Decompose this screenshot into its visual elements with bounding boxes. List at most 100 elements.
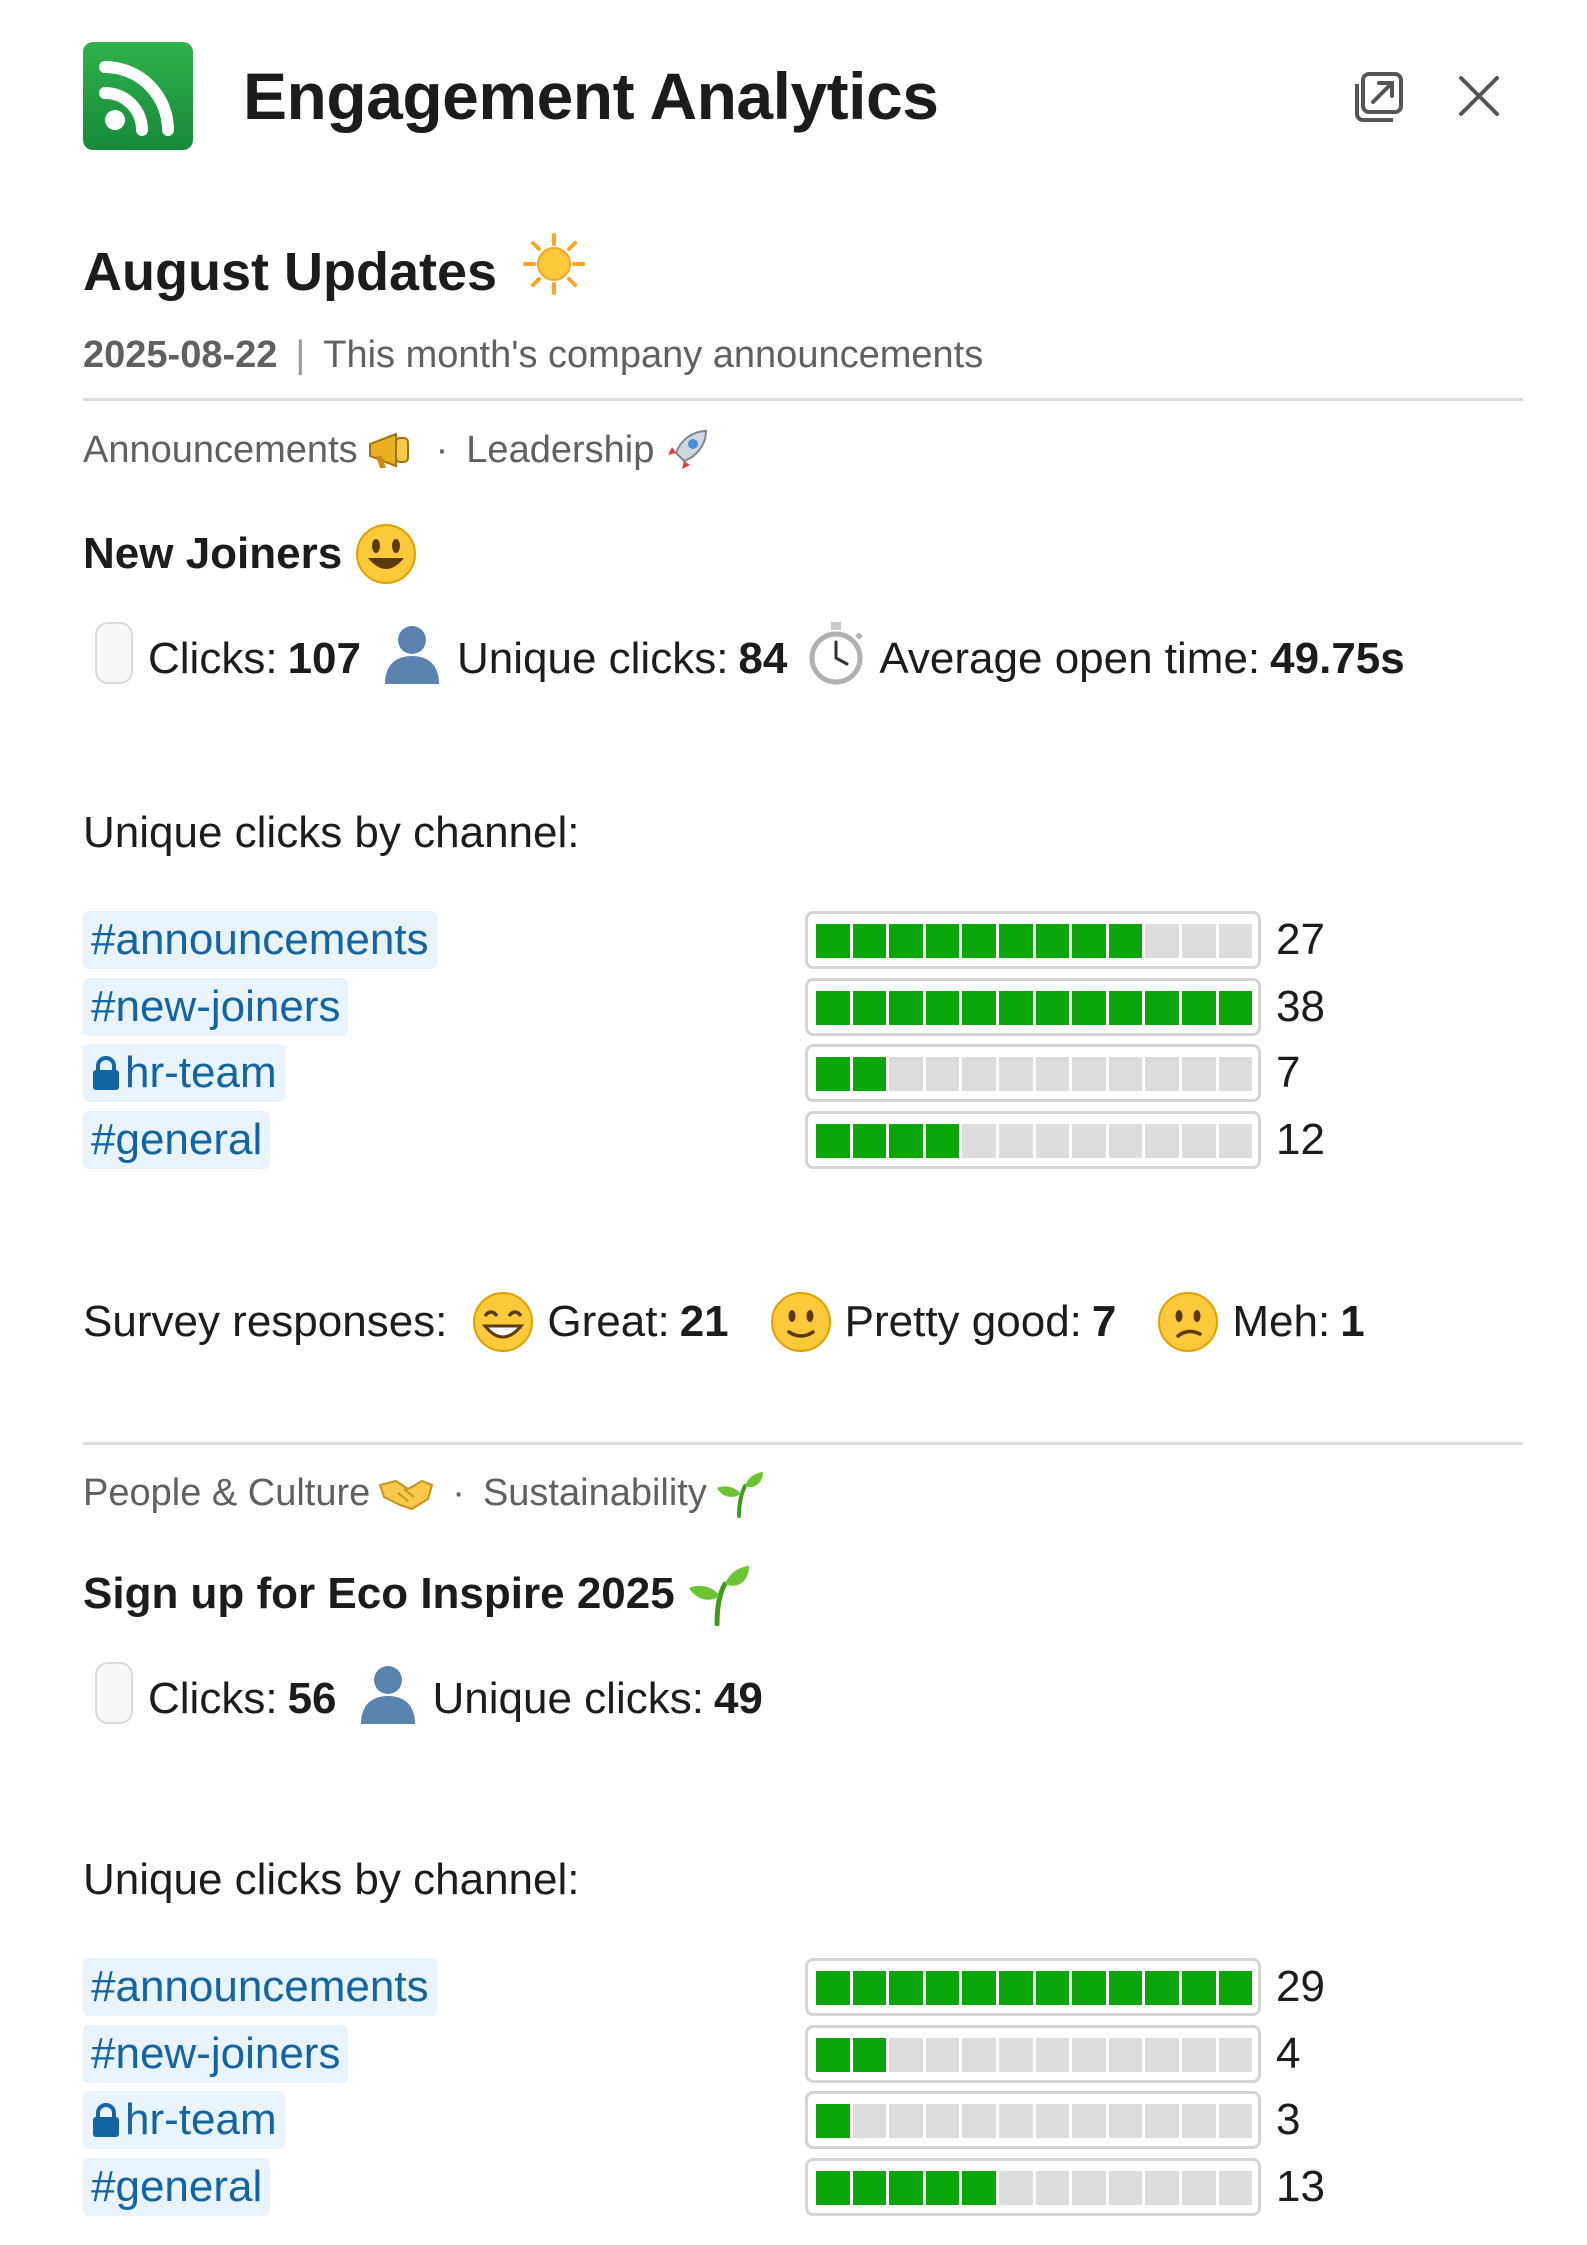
bar-segment-filled [1218, 990, 1253, 1025]
bar-segment-empty [925, 1057, 960, 1091]
survey-option-label: Great: [547, 1297, 670, 1346]
channel-link[interactable]: #announcements [83, 1958, 437, 2016]
channel-row: hr-team 3 [83, 2091, 1343, 2149]
bar-segment-empty [1035, 1123, 1070, 1158]
channel-link[interactable]: #new-joiners [83, 977, 349, 1036]
bar-segment-empty [1218, 2104, 1253, 2138]
channel-click-count: 38 [1276, 981, 1325, 1031]
unique-clicks-stat: Unique clicks: 49 [355, 1660, 763, 1737]
mouse-icon [92, 621, 136, 696]
close-icon[interactable] [1451, 68, 1507, 124]
section-date: 2025-08-22 [83, 334, 278, 376]
mouse-icon [92, 1661, 136, 1736]
bar-segment-empty [1181, 1123, 1216, 1158]
section-subtitle: This month's company announcements [323, 334, 984, 376]
slightly-smiling-face-icon [770, 1292, 831, 1352]
bar-segment-filled [1145, 1971, 1179, 2005]
tag-separator: · [435, 428, 449, 471]
progress-bar [805, 1958, 1261, 2016]
bar-segment-filled [1108, 1971, 1143, 2005]
bar-segment-empty [889, 1057, 923, 1091]
bar-segment-empty [852, 2104, 887, 2138]
bar-segment-filled [1072, 924, 1106, 958]
channel-click-count: 3 [1276, 2095, 1301, 2144]
user-silhouette-icon [379, 620, 445, 697]
grinning-face-icon [473, 1292, 534, 1352]
bar-segment-filled [925, 2170, 960, 2205]
bar-segment-empty [1181, 2037, 1216, 2072]
channel-link[interactable]: #new-joiners [83, 2024, 349, 2083]
bar-segment-empty [889, 2104, 923, 2138]
channel-name: #announcements [91, 1962, 429, 2011]
channel-name: #announcements [91, 915, 429, 964]
bar-segment-empty [1108, 2104, 1143, 2138]
channel-link[interactable]: hr-team [83, 2091, 285, 2149]
bar-segment-filled [1072, 990, 1106, 1025]
channel-link[interactable]: #general [83, 2157, 271, 2216]
bar-segment-filled [925, 990, 960, 1025]
bar-segment-filled [1035, 924, 1070, 958]
item-title-text: Sign up for Eco Inspire 2025 [83, 1569, 675, 1618]
bar-segment-filled [925, 1123, 960, 1158]
bar-segment-filled [816, 924, 850, 958]
open-time-stat: Average open time: 49.75s [805, 620, 1405, 697]
bar-segment-empty [1145, 924, 1179, 958]
channel-name: #new-joiners [91, 981, 341, 1031]
survey-option-label: Meh: [1232, 1297, 1331, 1346]
bar-segment-filled [1072, 1971, 1106, 2005]
bar-segment-empty [1145, 2037, 1179, 2072]
progress-bar [805, 2024, 1261, 2083]
bar-segment-filled [816, 1971, 850, 2005]
survey-option: Pretty good: 7 [769, 1290, 1117, 1354]
bar-segment-empty [1145, 1123, 1179, 1158]
bar-segment-empty [925, 2037, 960, 2072]
bar-segment-filled [889, 924, 923, 958]
channel-row: #announcements 29 [83, 1958, 1343, 2016]
megaphone-icon [368, 432, 409, 468]
channel-link[interactable]: hr-team [83, 1044, 285, 1102]
channel-click-count: 27 [1276, 915, 1325, 964]
channel-row: #general 13 [83, 2157, 1343, 2216]
item-stats: Clicks: 56 Unique clicks: 49 [92, 1660, 781, 1737]
divider [83, 1442, 1523, 1445]
bar-segment-empty [1108, 2170, 1143, 2205]
item-stats: Clicks: 107 Unique clicks: 84 Average open… [92, 620, 1423, 697]
clicks-label: Clicks: [148, 1673, 278, 1723]
bar-segment-filled [962, 2170, 996, 2205]
bar-segment-filled [1108, 924, 1143, 958]
tag-label: Sustainability [482, 1471, 707, 1514]
channel-name: #general [91, 2161, 263, 2211]
popout-icon[interactable] [1349, 66, 1411, 128]
item-title-text: New Joiners [83, 529, 343, 578]
section-meta: 2025-08-22 | This month's company announce… [83, 334, 983, 377]
bar-segment-empty [889, 2037, 923, 2072]
bar-segment-filled [962, 990, 996, 1025]
bar-segment-empty [998, 2170, 1033, 2205]
unique-clicks-label: Unique clicks: [456, 633, 729, 683]
bar-segment-filled [889, 1971, 923, 2005]
bar-segment-empty [998, 1057, 1033, 1091]
bar-segment-empty [1072, 1123, 1106, 1158]
survey-label: Survey responses: [83, 1297, 448, 1346]
rss-feed-icon [83, 42, 193, 150]
channel-row: #new-joiners 4 [83, 2024, 1343, 2083]
bar-segment-empty [1145, 1057, 1179, 1091]
channel-link[interactable]: #general [83, 1110, 271, 1169]
channel-name: #new-joiners [91, 2028, 341, 2078]
survey-option-label: Pretty good: [844, 1297, 1082, 1346]
channel-link[interactable]: #announcements [83, 911, 437, 969]
lock-icon [93, 1056, 119, 1090]
bar-segment-filled [852, 2037, 887, 2072]
survey-option-count: 7 [1091, 1297, 1117, 1346]
bar-segment-filled [852, 990, 887, 1025]
bar-segment-empty [962, 1057, 996, 1091]
bar-segment-empty [1108, 1057, 1143, 1091]
user-silhouette-icon [355, 1660, 421, 1737]
item-title: New Joiners [83, 522, 418, 586]
channel-row: #new-joiners 38 [83, 977, 1343, 1036]
bar-segment-filled [998, 1971, 1033, 2005]
clicks-stat: Clicks: 107 [92, 621, 361, 696]
bar-segment-empty [998, 1123, 1033, 1158]
panel-header: Engagement Analytics [83, 40, 1523, 150]
bar-segment-empty [1108, 1123, 1143, 1158]
